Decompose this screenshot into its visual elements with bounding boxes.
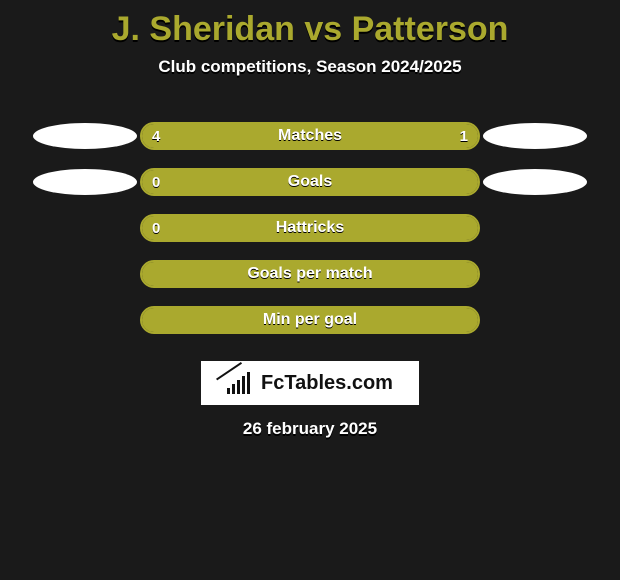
- date-line: 26 february 2025: [0, 419, 620, 439]
- stat-left-value: 0: [152, 170, 160, 194]
- bar-left-fill: [142, 170, 478, 194]
- left-ellipse-slot: [30, 123, 140, 149]
- stat-left-value: 0: [152, 216, 160, 240]
- bar-left-fill: [142, 216, 478, 240]
- comparison-infographic: J. Sheridan vs Patterson Club competitio…: [0, 0, 620, 580]
- left-ellipse-slot: [30, 169, 140, 195]
- player-ellipse-left: [33, 123, 137, 149]
- stat-right-value: 1: [460, 124, 468, 148]
- stat-left-value: 4: [152, 124, 160, 148]
- stats-rows: Matches41Goals0Hattricks0Goals per match…: [0, 113, 620, 343]
- stat-bar: Goals per match: [140, 260, 480, 288]
- stat-bar: Goals0: [140, 168, 480, 196]
- stat-row: Goals0: [0, 159, 620, 205]
- logo-text: FcTables.com: [261, 372, 393, 395]
- logo-box: FcTables.com: [201, 361, 419, 405]
- logo-chart-icon: [227, 372, 255, 394]
- stat-bar: Min per goal: [140, 306, 480, 334]
- page-subtitle: Club competitions, Season 2024/2025: [0, 57, 620, 77]
- stat-row: Min per goal: [0, 297, 620, 343]
- bar-left-fill: [142, 124, 411, 148]
- right-ellipse-slot: [480, 123, 590, 149]
- player-ellipse-right: [483, 123, 587, 149]
- bar-left-fill: [142, 308, 478, 332]
- stat-row: Goals per match: [0, 251, 620, 297]
- right-ellipse-slot: [480, 169, 590, 195]
- stat-row: Hattricks0: [0, 205, 620, 251]
- player-ellipse-right: [483, 169, 587, 195]
- bar-left-fill: [142, 262, 478, 286]
- stat-bar: Hattricks0: [140, 214, 480, 242]
- player-ellipse-left: [33, 169, 137, 195]
- stat-row: Matches41: [0, 113, 620, 159]
- stat-bar: Matches41: [140, 122, 480, 150]
- page-title: J. Sheridan vs Patterson: [0, 0, 620, 49]
